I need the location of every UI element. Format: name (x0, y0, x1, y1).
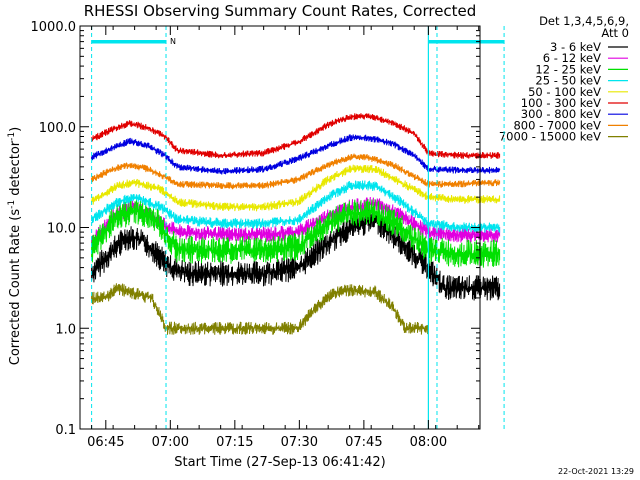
y-tick-label: 1000.0 (31, 20, 77, 35)
chart-title: RHESSI Observing Summary Count Rates, Co… (84, 2, 477, 20)
series-300-800-keV (91, 134, 501, 175)
legend-label: 50 - 100 keV (528, 85, 601, 99)
x-tick-label: 07:45 (345, 435, 382, 450)
y-axis: 0.1 1.0 10.0 100.0 1000.0 (31, 20, 480, 438)
series-trace (91, 196, 501, 247)
legend-label: 6 - 12 keV (543, 51, 601, 65)
series-trace (91, 283, 429, 335)
series-6-12-keV (91, 196, 501, 247)
legend-header-line-2: Att 0 (601, 26, 629, 40)
legend-label: 800 - 7000 keV (513, 118, 601, 132)
flag-bar (428, 40, 505, 44)
series-trace (91, 197, 501, 268)
flag-label: N (170, 37, 176, 46)
flag-bar (91, 40, 167, 44)
legend-label: 25 - 50 keV (535, 74, 601, 88)
y-tick-label: 10.0 (47, 222, 76, 237)
series-trace (91, 113, 501, 159)
series-trace (91, 134, 501, 175)
y-tick-label: 100.0 (39, 121, 76, 136)
y-tick-label: 0.1 (55, 423, 76, 438)
x-tick-label: 07:00 (152, 435, 189, 450)
series-7000-15000-keV (91, 283, 429, 335)
x-tick-label: 06:45 (87, 435, 124, 450)
x-axis: 06:45 07:00 07:15 07:30 07:45 08:00 (87, 26, 480, 450)
series-layer (91, 113, 501, 335)
series-trace (91, 209, 501, 301)
x-tick-label: 07:15 (216, 435, 253, 450)
y-tick-label: 1.0 (55, 322, 76, 337)
series-trace (91, 180, 501, 233)
legend-label: 12 - 25 keV (535, 62, 601, 76)
timestamp: 22-Oct-2021 13:29 (558, 467, 634, 476)
legend-label: 100 - 300 keV (521, 96, 601, 110)
series-25-50-keV (91, 180, 501, 233)
series-trace (91, 153, 501, 190)
x-tick-label: 07:30 (281, 435, 318, 450)
y-axis-label: Corrected Count Rate (s-1 detector-1) (7, 127, 23, 365)
legend-label: 7000 - 15000 keV (499, 130, 601, 144)
legend-header-line-1: Det 1,3,4,5,6,9, (539, 14, 629, 28)
series-trace (91, 164, 501, 212)
x-axis-label: Start Time (27-Sep-13 06:41:42) (174, 455, 385, 470)
series-3-6-keV (91, 209, 501, 301)
flag-layer: N (91, 26, 505, 429)
legend-label: 300 - 800 keV (521, 107, 601, 121)
legend-label: 3 - 6 keV (550, 40, 601, 54)
series-12-25-keV (91, 197, 501, 268)
x-tick-label: 08:00 (410, 435, 447, 450)
series-100-300-keV (91, 113, 501, 159)
series-50-100-keV (91, 164, 501, 212)
series-800-7000-keV (91, 153, 501, 190)
